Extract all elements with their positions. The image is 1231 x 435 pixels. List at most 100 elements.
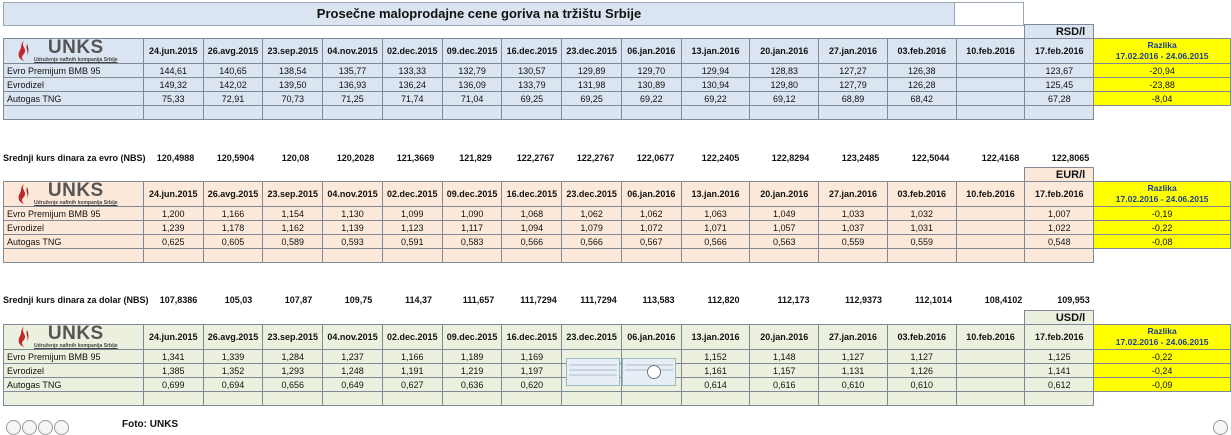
fuel-name: Evrodizel	[3, 363, 144, 378]
price-cell: 1,062	[561, 206, 623, 221]
price-cell: 1,200	[142, 206, 204, 221]
price-cell: 1,152	[680, 349, 751, 364]
rate-value: 122,2767	[516, 153, 555, 163]
rate-value: 107,87	[284, 295, 313, 305]
rate-value: 111,657	[462, 295, 495, 305]
price-cell: 128,83	[749, 63, 820, 78]
table-row: Evrodizel 149,32 142,02 139,50 136,93 136,24 1…	[3, 77, 1231, 92]
price-cell: 1,123	[381, 220, 443, 235]
video-thumbnails[interactable]	[566, 358, 676, 386]
price-cell: 0,699	[142, 377, 204, 392]
prev-icon[interactable]	[6, 420, 21, 435]
date-header: 13.jan.2016	[680, 38, 751, 64]
price-cell: 1,031	[886, 220, 957, 235]
rate-value: 112,9373	[845, 295, 883, 305]
date-header: 20.jan.2016	[749, 38, 820, 64]
date-header: 10.feb.2016	[955, 38, 1026, 64]
unit-label: USD/l	[1024, 310, 1095, 325]
price-cell: 1,079	[561, 220, 623, 235]
rate-value: 120,2028	[336, 153, 375, 163]
price-cell: 129,80	[749, 77, 820, 92]
price-cell: 126,38	[886, 63, 957, 78]
rate-value: 121,829	[459, 153, 492, 163]
rate-value: 122,2405	[701, 153, 740, 163]
price-cell: 1,141	[1024, 363, 1095, 378]
price-cell: 0,656	[262, 377, 324, 392]
unit-row: RSD/l	[4, 24, 1231, 39]
price-cell: 1,033	[818, 206, 888, 221]
price-cell: 0,559	[818, 234, 888, 249]
unit-label: EUR/l	[1024, 167, 1095, 182]
diff-cell: -0,22	[1093, 220, 1231, 235]
price-cell: 69,25	[501, 91, 563, 106]
diff-header: Razlika 17.02.2016 - 24.06.2015	[1093, 181, 1231, 207]
price-cell: 1,072	[621, 220, 682, 235]
price-cell: 1,068	[501, 206, 563, 221]
diff-header: Razlika 17.02.2016 - 24.06.2015	[1093, 324, 1231, 350]
date-header: 26.avg.2015	[202, 38, 264, 64]
rate-value: 111,7294	[580, 295, 617, 305]
header-row: UNKS Udruženje naftnih kompanija Srbije 24…	[3, 181, 1231, 207]
table-row: Autogas TNG 75,33 72,91 70,73 71,25 71,74 71,0…	[3, 91, 1231, 106]
price-cell: 144,61	[142, 63, 204, 78]
price-cell	[955, 220, 1026, 235]
title-blank-cell	[953, 2, 1024, 26]
date-header: 17.feb.2016	[1024, 181, 1095, 207]
dot-icon[interactable]	[38, 420, 53, 435]
price-cell: 1,166	[202, 206, 264, 221]
dot-icon[interactable]	[54, 420, 69, 435]
diff-header-title: Razlika	[1147, 326, 1177, 336]
rate-value: 122,8294	[771, 153, 810, 163]
date-header: 04.nov.2015	[322, 324, 383, 350]
price-cell: 1,127	[886, 349, 957, 364]
date-header: 04.nov.2015	[322, 38, 383, 64]
next-icon[interactable]	[1213, 420, 1228, 435]
fuel-name: Autogas TNG	[3, 91, 144, 106]
table-row: Autogas TNG 0,625 0,605 0,589 0,593 0,591 0,58…	[3, 234, 1231, 249]
date-header: 09.dec.2015	[441, 181, 503, 207]
price-cell: 1,007	[1024, 206, 1095, 221]
price-cell	[955, 91, 1026, 106]
date-header: 20.jan.2016	[749, 181, 820, 207]
price-cell: 132,79	[441, 63, 503, 78]
play-icon[interactable]	[647, 365, 661, 379]
video-thumbnail[interactable]	[566, 358, 620, 386]
price-cell: 69,12	[749, 91, 820, 106]
price-cell: 0,610	[818, 377, 888, 392]
date-header: 02.dec.2015	[381, 38, 443, 64]
rate-label: Srednji kurs dinara za dolar (NBS)	[3, 295, 149, 305]
rate-value: 120,4988	[156, 153, 195, 163]
date-header: 27.jan.2016	[818, 324, 888, 350]
price-cell: 0,567	[621, 234, 682, 249]
rate-value: 122,0677	[636, 153, 675, 163]
rate-value: 114,37	[405, 295, 433, 305]
price-cell: 69,22	[621, 91, 682, 106]
date-header: 23.dec.2015	[561, 324, 623, 350]
date-header: 23.dec.2015	[561, 181, 623, 207]
rate-value: 122,8065	[1051, 153, 1090, 163]
price-table-1: EUR/l UNKS Udruženje naftnih kompanija Srb…	[3, 167, 1231, 263]
price-cell: 1,191	[381, 363, 443, 378]
table-row: Evro Premijum BMB 95 144,61 140,65 138,54 13…	[3, 63, 1231, 78]
rate-value: 107,8386	[159, 295, 198, 305]
price-cell: 71,74	[381, 91, 443, 106]
rate-value: 105,03	[224, 295, 253, 305]
price-cell: 1,161	[680, 363, 751, 378]
date-header: 24.jun.2015	[142, 324, 204, 350]
logo-brand: UNKS	[47, 181, 104, 201]
price-cell: 69,22	[680, 91, 751, 106]
price-cell	[955, 77, 1026, 92]
price-cell: 135,77	[322, 63, 383, 78]
dot-icon[interactable]	[22, 420, 37, 435]
price-cell: 142,02	[202, 77, 264, 92]
diff-cell: -0,22	[1093, 349, 1231, 364]
price-cell: 129,94	[680, 63, 751, 78]
logo-brand: UNKS	[47, 38, 104, 58]
price-cell: 1,131	[818, 363, 888, 378]
date-header: 17.feb.2016	[1024, 324, 1095, 350]
flame-icon	[18, 184, 29, 204]
video-thumbnail[interactable]	[622, 358, 676, 386]
date-header: 03.feb.2016	[886, 324, 957, 350]
price-cell: 1,169	[501, 349, 563, 364]
price-table-0: RSD/l UNKS Udruženje naftnih kompanija Srb…	[3, 24, 1231, 120]
